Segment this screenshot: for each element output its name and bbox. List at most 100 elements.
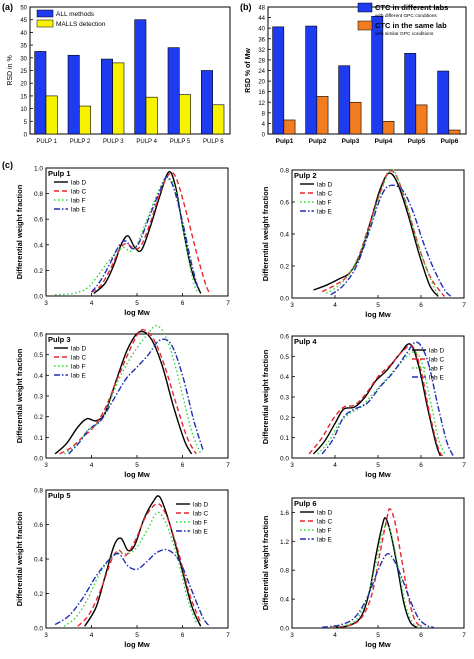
x-tick-label: 7 [462,632,466,639]
legend-label: lab C [429,357,444,364]
series-line-lab-d [313,172,439,297]
x-tick-label: Pulp3 [342,138,360,145]
y-axis-title: Differential weight fraction [15,184,24,279]
legend-label: lab E [71,373,86,380]
legend-label: lab D [193,502,208,509]
y-axis-title: Differential weight fraction [261,349,270,444]
x-tick-label: Pulp6 [441,138,459,145]
series-line-lab-e [321,341,454,457]
y-tick-label: 0.1 [280,435,289,442]
x-tick-label: 6 [181,632,185,639]
series-line-lab-d [84,495,202,627]
y-tick-label: 0.2 [34,591,43,598]
series-line-lab-d [93,171,202,294]
x-tick-label: 3 [44,632,48,639]
x-tick-label: PULP 6 [203,139,224,145]
bar-series2 [79,105,91,135]
legend-label: lab D [71,180,86,187]
y-tick-label: 45 [20,18,27,24]
x-tick-label: 7 [462,462,466,469]
bar-series2 [45,95,58,135]
chart-title: Pulp 4 [294,337,317,346]
x-tick-label: Pulp5 [408,138,426,145]
x-tick-label: 5 [376,302,380,309]
x-tick-label: 7 [226,632,230,639]
legend-label: lab C [193,511,208,518]
y-tick-label: 0.4 [34,557,43,564]
x-tick-label: 5 [376,632,380,639]
line-chart-pulp4: 3 4 5 6 7 0.0 0.1 0.2 0.3 0.4 0.5 0.6 log Mw Differen… [261,334,466,480]
bar-series1 [101,58,113,135]
bar-chart-a: (a) 0 5 10 15 20 25 30 35 40 45 50 RSD in % PULP 1 PUL… [2,2,231,145]
y-tick-label: 0.6 [34,522,43,529]
y-tick-label: 0.4 [34,242,43,249]
x-tick-label: 6 [181,300,185,307]
x-tick-label: PULP 3 [103,139,124,145]
y-tick-label: 0.6 [34,332,43,339]
legend-label: lab C [71,189,86,196]
x-axis-title: log Mw [124,470,150,479]
legend-label: lab F [317,200,331,207]
bar-series1 [272,26,285,135]
y-tick-label: 0.3 [34,394,43,401]
legend-label: lab F [429,366,443,373]
legend-swatch [357,20,373,31]
bar-series2 [283,119,296,135]
y-axis-title: Differential weight fraction [15,511,24,606]
x-axis-title: log Mw [365,640,391,649]
bar-series2 [415,104,428,135]
bar-series2 [448,129,461,135]
legend-label: lab E [317,537,332,544]
x-tick-label: 4 [333,462,337,469]
bar-series1 [371,15,384,135]
x-tick-label: PULP 4 [136,139,157,145]
legend-label: lab D [317,182,332,189]
bar-series1 [437,70,450,135]
legend-label: lab F [71,364,85,371]
y-tick-label: 48 [258,6,265,12]
legend-label: lab E [193,529,208,536]
y-tick-label: 0.8 [34,191,43,198]
bar-series2 [112,62,125,135]
y-tick-label: 40 [20,31,27,37]
x-tick-label: 5 [135,300,139,307]
x-tick-label: 6 [419,632,423,639]
series-line-lab-c [77,503,202,627]
line-chart-pulp2: 3 4 5 6 7 0.0 0.2 0.4 0.6 0.8 log Mw Differential w… [261,168,466,320]
x-tick-label: 4 [90,300,94,307]
legend-label: lab D [71,346,86,353]
plot-frame [45,333,229,459]
series-line-lab-d [54,330,193,455]
legend-label: lab F [193,520,207,527]
y-tick-label: 12 [258,101,265,107]
bar-series2 [179,94,191,135]
legend-label: lab D [429,348,444,355]
y-tick-label: 28 [258,58,265,64]
y-tick-label: 10 [20,107,27,113]
x-tick-label: 3 [44,300,48,307]
y-tick-label: 0.0 [34,626,43,633]
x-tick-label: Pulp4 [375,138,393,145]
plot-frame [291,169,465,299]
legend-label: CTC in the same lab [375,21,447,30]
y-tick-label: 44 [258,16,265,22]
x-axis-title: log Mw [124,640,150,649]
line-chart-pulp3: 3 4 5 6 7 0.0 0.1 0.2 0.3 0.4 0.5 0.6 log Mw Differen… [15,324,230,479]
x-tick-label: Pulp2 [309,138,327,145]
legend-label: lab F [71,198,85,205]
series-line-lab-d [330,517,418,628]
x-tick-label: 3 [44,462,48,469]
y-tick-label: 32 [258,48,265,54]
y-tick-label: 0.2 [280,415,289,422]
y-tick-label: 0.3 [280,395,289,402]
x-tick-label: Pulp1 [276,138,294,145]
y-tick-label: 0.5 [280,354,289,361]
chart-title: Pulp 2 [294,171,317,180]
y-axis-title: Differential weight fraction [261,186,270,281]
legend-label: lab E [317,209,332,216]
x-tick-label: 3 [290,302,294,309]
legend-label: lab C [317,519,332,526]
y-tick-label: 0.2 [280,264,289,271]
series-line-lab-f [63,324,202,455]
